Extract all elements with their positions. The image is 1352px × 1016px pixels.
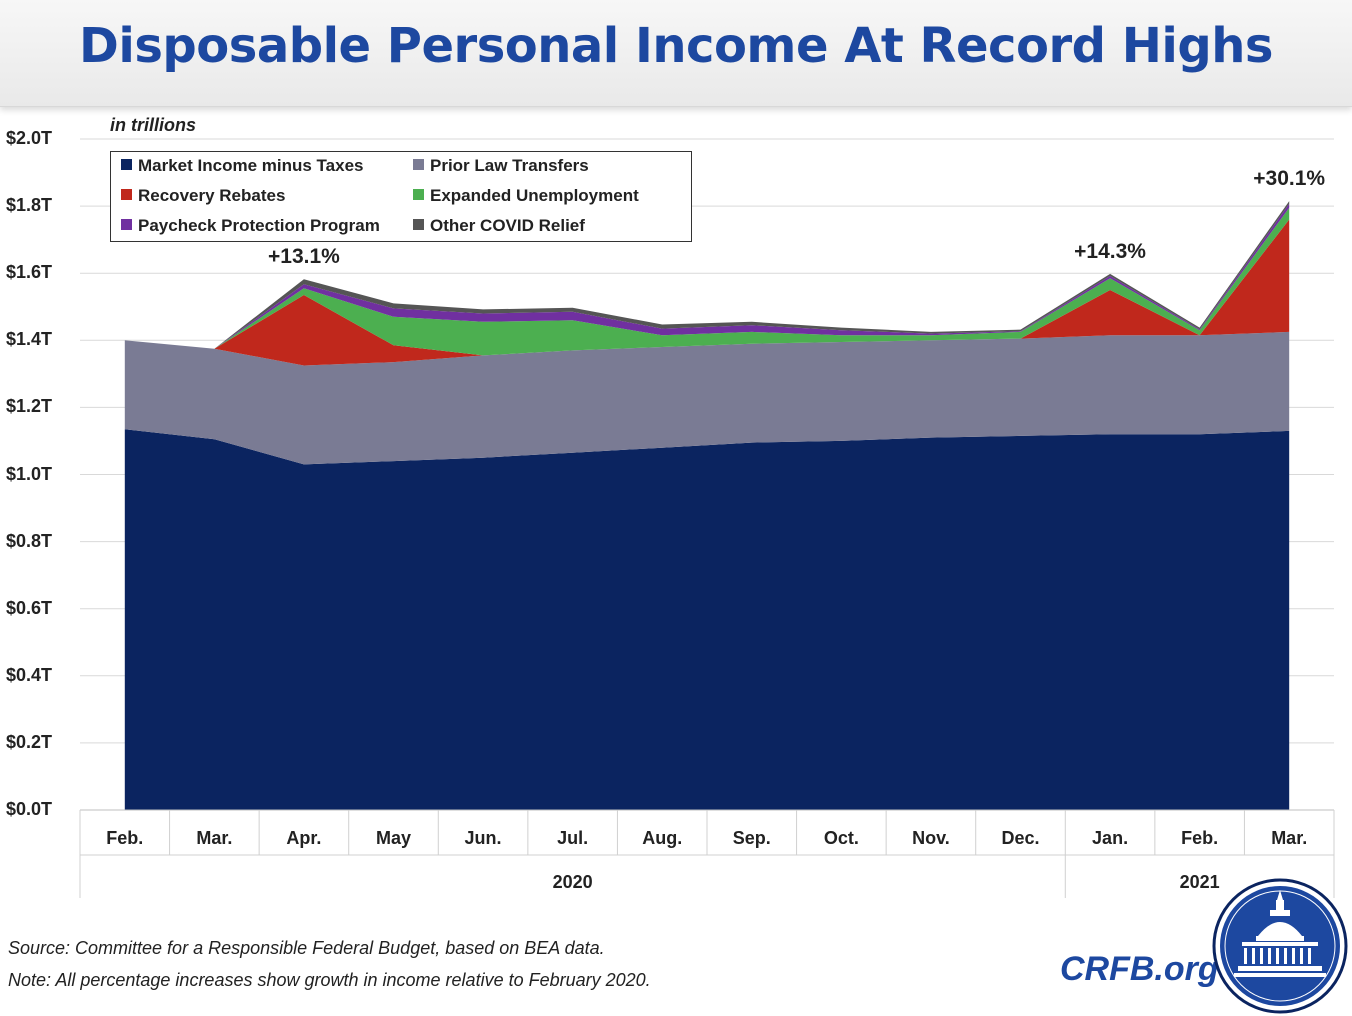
legend-swatch	[413, 189, 424, 200]
legend-label: Recovery Rebates	[138, 186, 286, 205]
x-tick-label: Sep.	[732, 828, 771, 848]
legend-item: Paycheck Protection Program	[121, 216, 380, 236]
legend-item: Market Income minus Taxes	[121, 156, 364, 176]
x-tick-label: Feb.	[106, 828, 144, 848]
x-tick-label: Jul.	[557, 828, 589, 848]
legend-swatch	[121, 159, 132, 170]
y-tick-label: $0.6T	[6, 597, 53, 618]
area-paycheck-protection-program	[124, 203, 1290, 349]
y-tick-label: $0.2T	[6, 731, 53, 752]
legend-swatch	[413, 219, 424, 230]
y-tick-label: $1.2T	[6, 396, 53, 417]
x-tick-label: Aug.	[642, 828, 683, 848]
crfb-seal-logo	[1212, 878, 1348, 1014]
brand-text: CRFB.org	[1060, 950, 1219, 988]
legend-swatch	[121, 189, 132, 200]
legend-swatch	[413, 159, 424, 170]
percentage-note: Note: All percentage increases show grow…	[8, 970, 651, 990]
year-label: 2021	[1179, 872, 1220, 892]
x-tick-label: Dec.	[1001, 828, 1040, 848]
y-tick-label: $0.4T	[6, 664, 53, 685]
y-tick-label: $1.4T	[6, 329, 53, 350]
legend-label: Market Income minus Taxes	[138, 156, 364, 175]
y-tick-label: $0.8T	[6, 530, 53, 551]
x-tick-label: May	[375, 828, 411, 848]
legend-item: Other COVID Relief	[413, 216, 585, 236]
x-tick-label: Apr.	[286, 828, 322, 848]
y-tick-label: $2.0T	[6, 128, 53, 148]
x-tick-label: Jan.	[1092, 828, 1129, 848]
y-tick-label: $1.0T	[6, 463, 53, 484]
y-tick-label: $1.6T	[6, 262, 53, 283]
y-tick-label: $1.8T	[6, 195, 53, 216]
growth-annotation: +13.1%	[268, 245, 340, 269]
legend-item: Prior Law Transfers	[413, 156, 589, 176]
legend-label: Prior Law Transfers	[430, 156, 589, 175]
area-recovery-rebates	[124, 219, 1290, 366]
y-tick-label: $0.0T	[6, 799, 53, 819]
chart-title: Disposable Personal Income At Record Hig…	[79, 18, 1273, 74]
title-banner	[0, 0, 1352, 107]
x-tick-label: Nov.	[912, 828, 950, 848]
source-note: Source: Committee for a Responsible Fede…	[8, 938, 605, 958]
x-tick-label: Jun.	[464, 828, 502, 848]
legend-item: Recovery Rebates	[121, 186, 285, 206]
growth-annotation: +30.1%	[1253, 167, 1326, 191]
x-tick-label: Mar.	[196, 828, 233, 848]
x-tick-label: Feb.	[1181, 828, 1219, 848]
legend-swatch	[121, 219, 132, 230]
area-market-income-minus-taxes	[124, 429, 1290, 810]
unit-note: in trillions	[110, 115, 197, 135]
area-prior-law-transfers	[124, 331, 1290, 465]
x-tick-label: Oct.	[823, 828, 859, 848]
legend-label: Paycheck Protection Program	[138, 216, 380, 235]
legend: Market Income minus Taxes Prior Law Trans…	[110, 151, 692, 242]
x-tick-label: Mar.	[1271, 828, 1308, 848]
area-expanded-unemployment	[124, 207, 1290, 356]
growth-annotation: +14.3%	[1074, 239, 1146, 263]
legend-label: Expanded Unemployment	[430, 186, 639, 205]
legend-item: Expanded Unemployment	[413, 186, 639, 206]
legend-label: Other COVID Relief	[430, 216, 585, 235]
year-label: 2020	[552, 872, 593, 892]
